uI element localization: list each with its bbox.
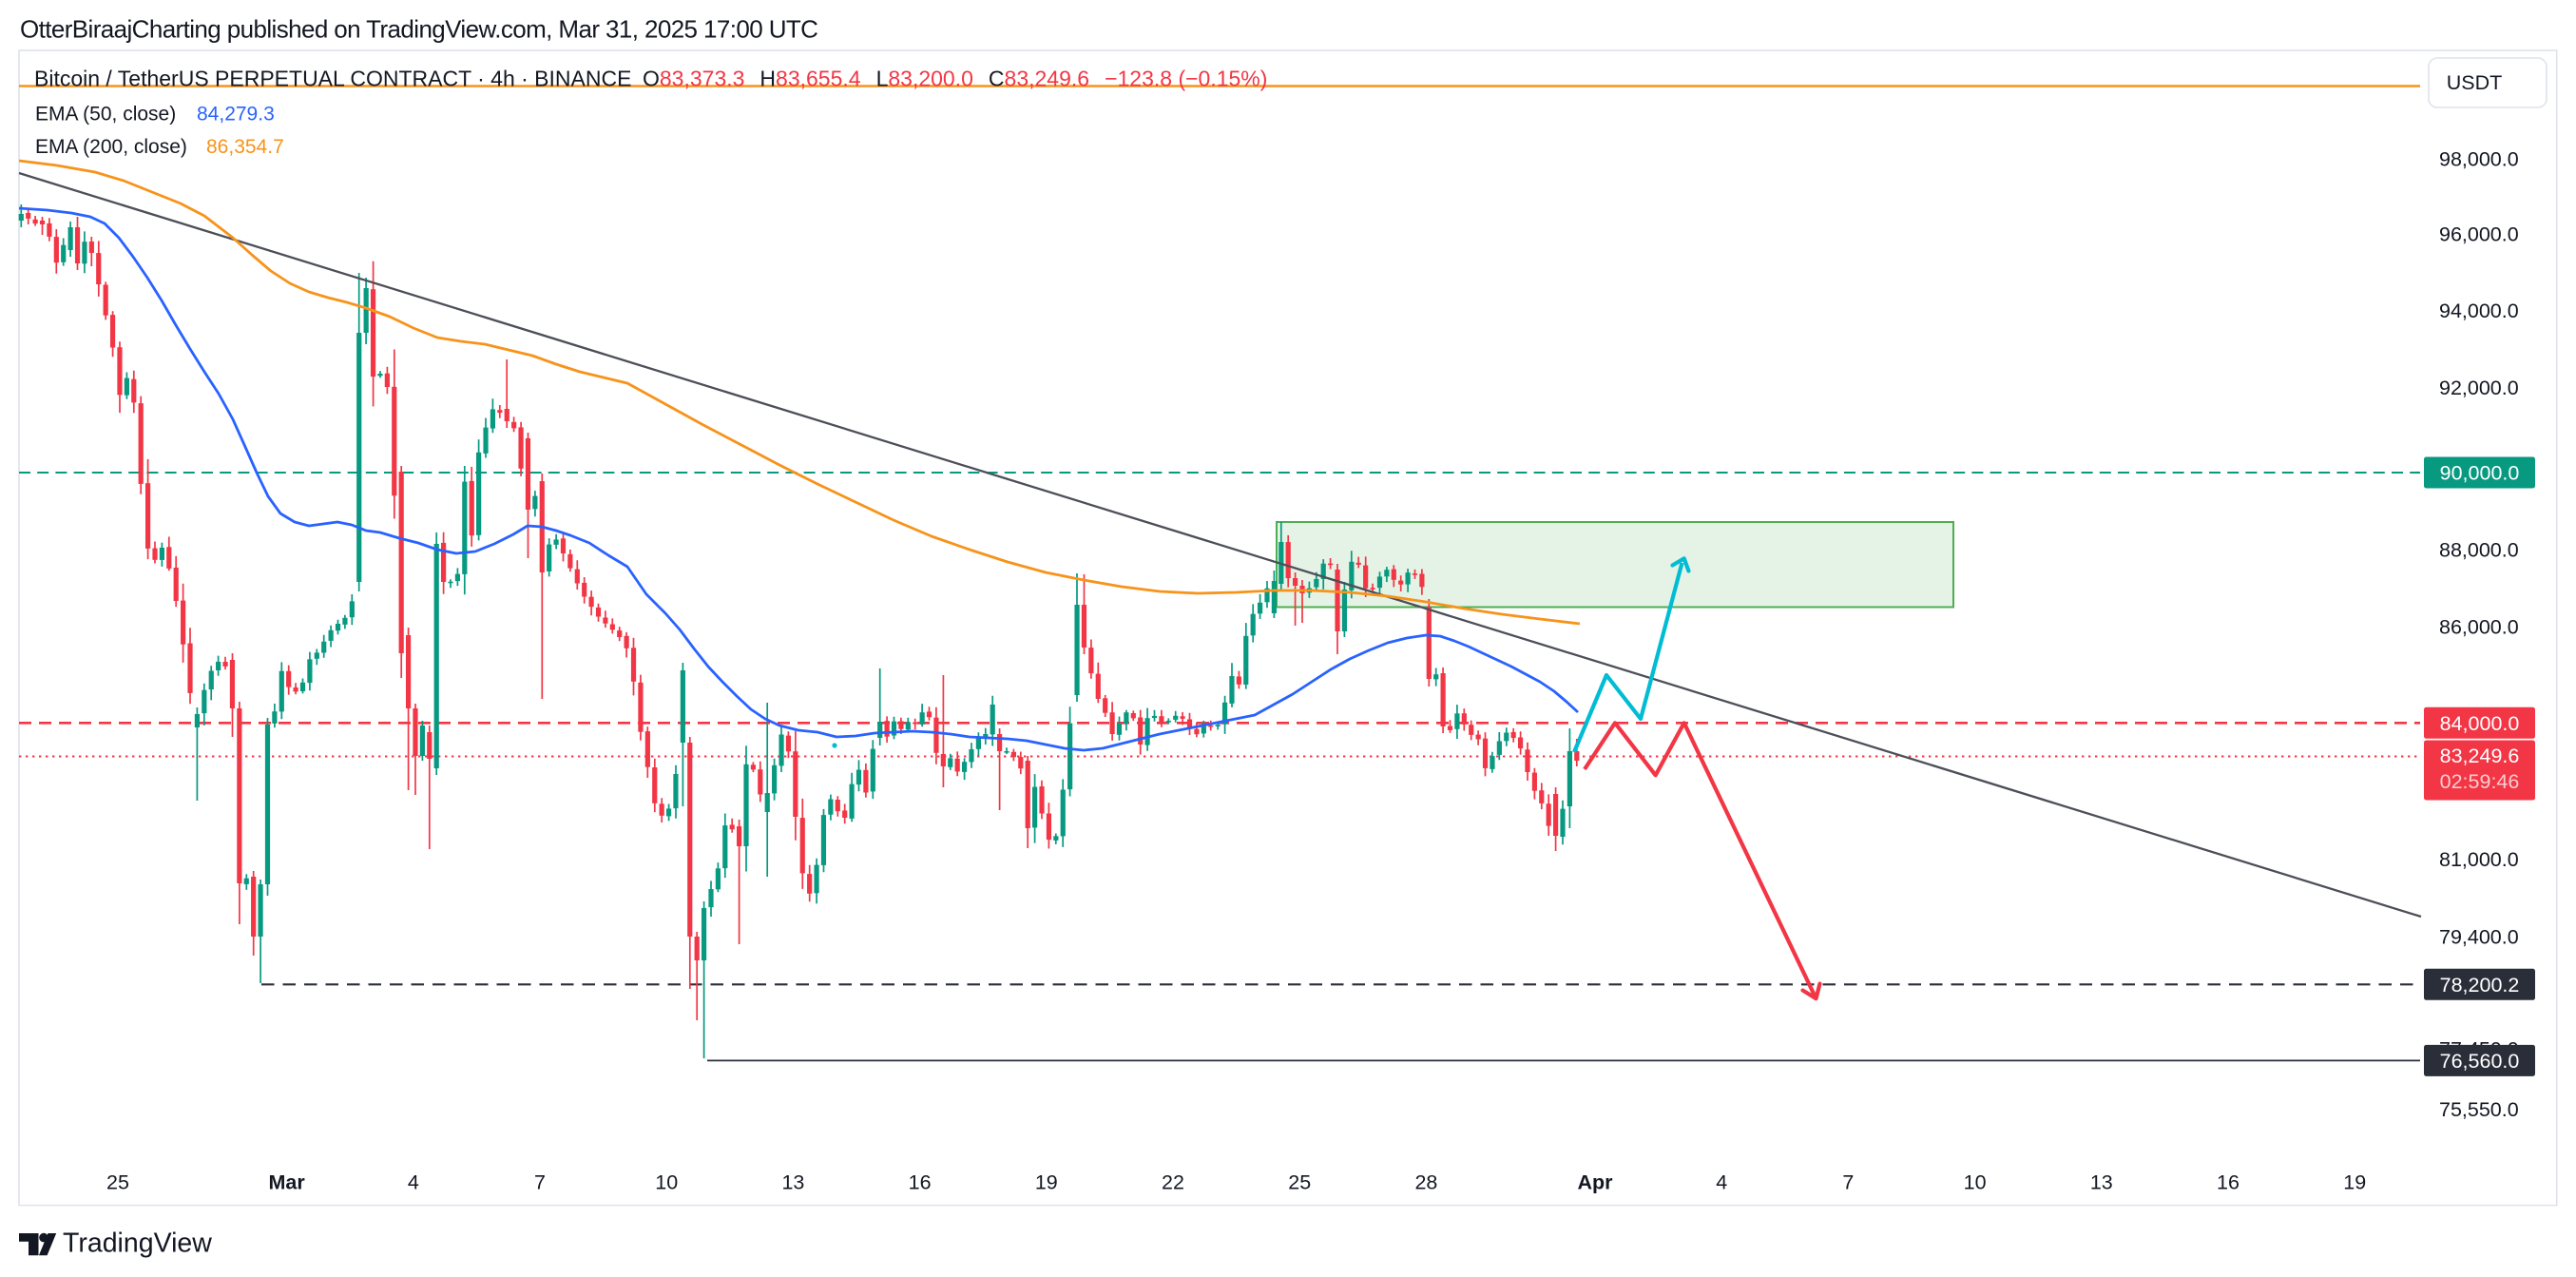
svg-text:84,000.0: 84,000.0 (2440, 712, 2520, 735)
svg-text:96,000.0: 96,000.0 (2439, 223, 2519, 246)
svg-text:98,000.0: 98,000.0 (2439, 148, 2519, 171)
svg-text:81,000.0: 81,000.0 (2439, 848, 2519, 871)
svg-text:86,354.7: 86,354.7 (206, 136, 284, 158)
svg-text:83,249.6: 83,249.6 (2440, 745, 2520, 767)
svg-text:19: 19 (1035, 1171, 1058, 1194)
svg-text:Bitcoin / TetherUS PERPETUAL C: Bitcoin / TetherUS PERPETUAL CONTRACT · … (34, 67, 631, 91)
svg-text:25: 25 (1288, 1171, 1311, 1194)
svg-text:4: 4 (1716, 1171, 1727, 1194)
svg-text:USDT: USDT (2447, 71, 2503, 94)
svg-text:22: 22 (1162, 1171, 1184, 1194)
svg-text:19: 19 (2343, 1171, 2366, 1194)
svg-text:79,400.0: 79,400.0 (2439, 926, 2519, 949)
svg-text:7: 7 (534, 1171, 546, 1194)
svg-text:84,279.3: 84,279.3 (197, 104, 275, 126)
svg-text:TradingView: TradingView (63, 1229, 212, 1259)
svg-text:10: 10 (1964, 1171, 1987, 1194)
svg-text:78,200.2: 78,200.2 (2440, 974, 2520, 996)
svg-text:EMA (50, close): EMA (50, close) (35, 104, 176, 126)
svg-text:Mar: Mar (268, 1171, 305, 1194)
svg-text:EMA (200, close): EMA (200, close) (35, 136, 187, 158)
svg-text:02:59:46: 02:59:46 (2440, 770, 2520, 793)
svg-text:4: 4 (408, 1171, 419, 1194)
svg-text:75,550.0: 75,550.0 (2439, 1098, 2519, 1121)
svg-text:16: 16 (909, 1171, 932, 1194)
svg-text:OtterBiraajCharting published: OtterBiraajCharting published on Trading… (20, 15, 817, 44)
svg-text:92,000.0: 92,000.0 (2439, 377, 2519, 399)
svg-text:90,000.0: 90,000.0 (2440, 462, 2520, 485)
svg-text:94,000.0: 94,000.0 (2439, 300, 2519, 322)
svg-text:76,560.0: 76,560.0 (2440, 1050, 2520, 1073)
svg-text:86,000.0: 86,000.0 (2439, 616, 2519, 639)
svg-text:Apr: Apr (1577, 1171, 1613, 1194)
svg-text:13: 13 (2090, 1171, 2113, 1194)
svg-text:16: 16 (2217, 1171, 2240, 1194)
svg-text:28: 28 (1414, 1171, 1437, 1194)
svg-text:7: 7 (1842, 1171, 1854, 1194)
svg-text:25: 25 (106, 1171, 129, 1194)
svg-text:88,000.0: 88,000.0 (2439, 539, 2519, 562)
svg-text:13: 13 (781, 1171, 804, 1194)
svg-text:10: 10 (655, 1171, 678, 1194)
